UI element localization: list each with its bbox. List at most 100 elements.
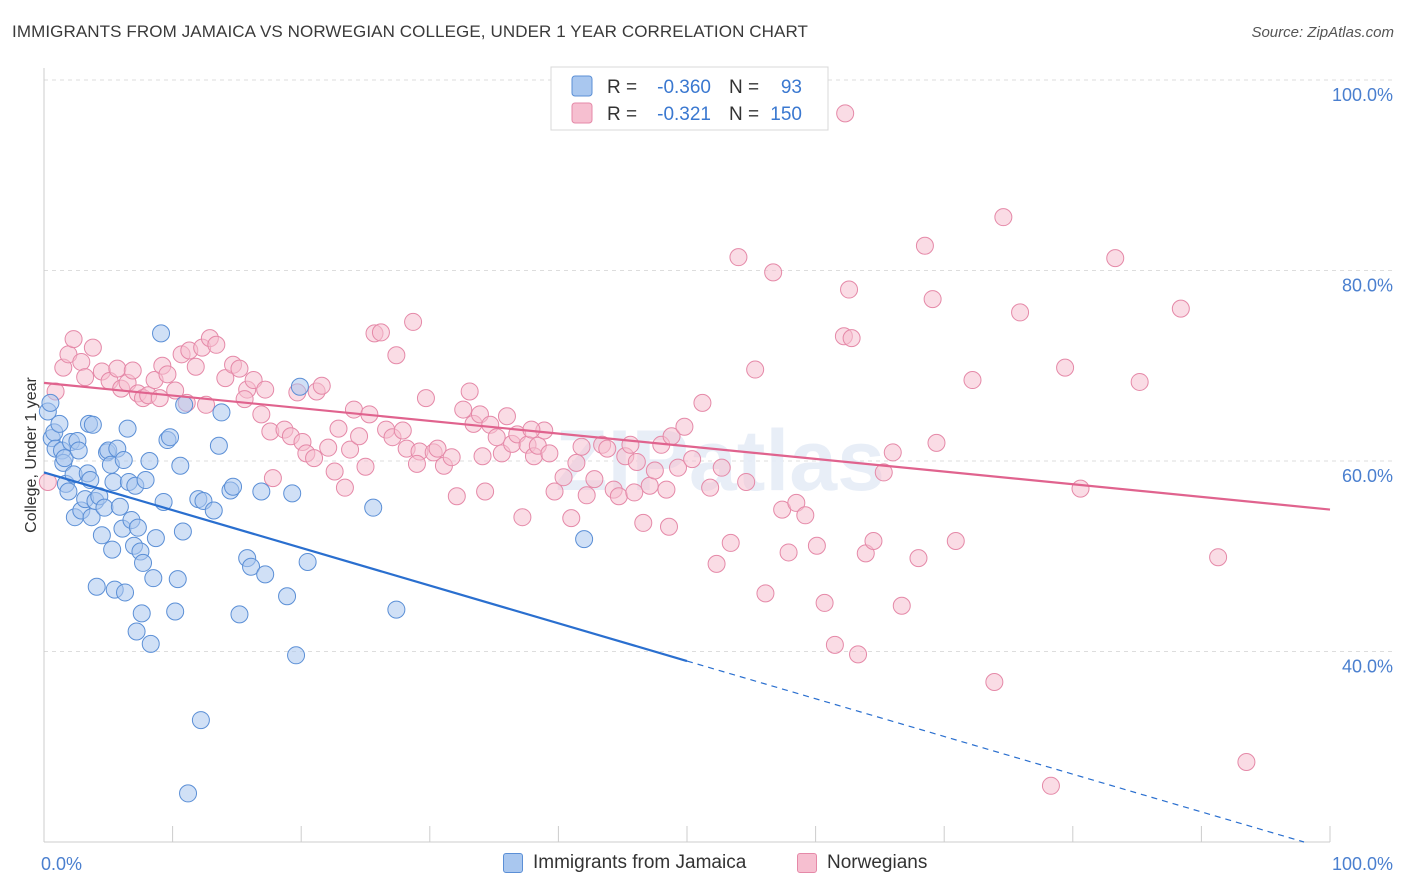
chart-source: Source: ZipAtlas.com bbox=[1251, 24, 1394, 41]
data-point-norwegians bbox=[625, 483, 644, 502]
data-point-norwegians bbox=[460, 382, 479, 401]
data-point-norwegians bbox=[675, 417, 694, 436]
data-point-norwegians bbox=[807, 536, 826, 555]
data-point-norwegians bbox=[756, 584, 775, 603]
data-point-norwegians bbox=[737, 472, 756, 491]
data-point-jamaica bbox=[224, 477, 243, 496]
data-point-norwegians bbox=[350, 427, 369, 446]
data-point-norwegians bbox=[186, 357, 205, 376]
legend-top: R = -0.360 N = 93 R = -0.321 N = 150 bbox=[550, 66, 829, 131]
data-point-norwegians bbox=[428, 439, 447, 458]
data-point-norwegians bbox=[849, 645, 868, 664]
data-point-norwegians bbox=[108, 359, 127, 378]
data-point-norwegians bbox=[825, 635, 844, 654]
data-point-norwegians bbox=[927, 433, 946, 452]
data-point-norwegians bbox=[963, 371, 982, 390]
data-point-norwegians bbox=[312, 376, 331, 395]
data-point-norwegians bbox=[712, 458, 731, 477]
data-point-norwegians bbox=[796, 506, 815, 525]
data-point-norwegians bbox=[585, 470, 604, 489]
data-point-norwegians bbox=[344, 400, 363, 419]
data-point-norwegians bbox=[883, 443, 902, 462]
data-point-norwegians bbox=[158, 365, 177, 384]
data-point-norwegians bbox=[244, 371, 263, 390]
data-point-norwegians bbox=[235, 390, 254, 409]
data-point-jamaica bbox=[204, 501, 223, 520]
data-point-norwegians bbox=[721, 533, 740, 552]
data-point-norwegians bbox=[729, 248, 748, 267]
data-point-norwegians bbox=[621, 435, 640, 454]
data-point-norwegians bbox=[683, 450, 702, 469]
data-point-norwegians bbox=[627, 452, 646, 471]
data-point-norwegians bbox=[513, 508, 532, 527]
data-point-norwegians bbox=[842, 329, 861, 348]
data-point-norwegians bbox=[577, 486, 596, 505]
y-tick-label: 40.0% bbox=[1342, 657, 1393, 677]
data-point-jamaica bbox=[41, 393, 60, 412]
data-point-norwegians bbox=[1011, 303, 1030, 322]
data-point-jamaica bbox=[278, 587, 297, 606]
data-point-jamaica bbox=[141, 634, 160, 653]
data-point-norwegians bbox=[554, 468, 573, 487]
grid bbox=[44, 79, 1392, 652]
data-point-norwegians bbox=[1106, 249, 1125, 268]
data-point-jamaica bbox=[252, 482, 271, 501]
data-point-jamaica bbox=[136, 471, 155, 490]
data-point-norwegians bbox=[1209, 548, 1228, 567]
legend-item-norwegians: Norwegians bbox=[797, 852, 927, 874]
data-point-jamaica bbox=[103, 540, 122, 559]
data-point-norwegians bbox=[707, 554, 726, 573]
data-point-norwegians bbox=[335, 478, 354, 497]
data-point-jamaica bbox=[118, 419, 137, 438]
data-point-norwegians bbox=[197, 395, 216, 414]
data-point-jamaica bbox=[364, 498, 383, 517]
data-point-jamaica bbox=[209, 436, 228, 455]
legend-swatch-blue bbox=[503, 853, 523, 873]
data-point-norwegians bbox=[864, 532, 883, 551]
chart-title: IMMIGRANTS FROM JAMAICA VS NORWEGIAN COL… bbox=[12, 22, 809, 41]
data-point-norwegians bbox=[923, 290, 942, 309]
data-point-norwegians bbox=[207, 335, 226, 354]
data-point-jamaica bbox=[173, 522, 192, 541]
data-point-jamaica bbox=[168, 570, 187, 589]
data-point-jamaica bbox=[128, 518, 147, 537]
data-point-norwegians bbox=[256, 380, 275, 399]
data-point-norwegians bbox=[393, 421, 412, 440]
legend-swatch-pink bbox=[797, 853, 817, 873]
data-point-norwegians bbox=[305, 449, 324, 468]
data-point-norwegians bbox=[64, 330, 83, 349]
legend-label: Norwegians bbox=[827, 852, 928, 873]
data-point-norwegians bbox=[645, 461, 664, 480]
data-point-norwegians bbox=[1130, 372, 1149, 391]
data-point-jamaica bbox=[50, 414, 69, 433]
data-point-jamaica bbox=[287, 646, 306, 665]
legend-pink-swatch bbox=[571, 102, 593, 124]
data-point-norwegians bbox=[746, 360, 765, 379]
data-point-norwegians bbox=[598, 439, 617, 458]
data-point-norwegians bbox=[946, 532, 965, 551]
data-point-norwegians bbox=[657, 480, 676, 499]
data-point-norwegians bbox=[356, 457, 375, 476]
y-tick-label: 100.0% bbox=[1332, 85, 1393, 105]
data-point-norwegians bbox=[341, 440, 360, 459]
data-point-norwegians bbox=[263, 469, 282, 488]
data-point-jamaica bbox=[59, 482, 78, 501]
legend-n-label: N = bbox=[729, 77, 759, 98]
x-tick-label: 0.0% bbox=[41, 854, 82, 874]
data-point-jamaica bbox=[283, 484, 302, 503]
data-point-jamaica bbox=[242, 557, 261, 576]
data-point-jamaica bbox=[387, 600, 406, 619]
legend-r-label: R = bbox=[607, 77, 637, 98]
legend-r-value: -0.321 bbox=[657, 104, 711, 125]
data-point-norwegians bbox=[76, 368, 95, 387]
data-point-norwegians bbox=[404, 312, 423, 331]
data-point-norwegians bbox=[836, 104, 855, 123]
data-point-jamaica bbox=[92, 526, 111, 545]
data-point-norwegians bbox=[454, 400, 473, 419]
data-point-norwegians bbox=[150, 389, 169, 408]
data-point-norwegians bbox=[487, 428, 506, 447]
data-point-jamaica bbox=[152, 324, 171, 343]
trend-line-jamaica-extension bbox=[686, 660, 1305, 843]
data-point-norwegians bbox=[572, 437, 591, 456]
